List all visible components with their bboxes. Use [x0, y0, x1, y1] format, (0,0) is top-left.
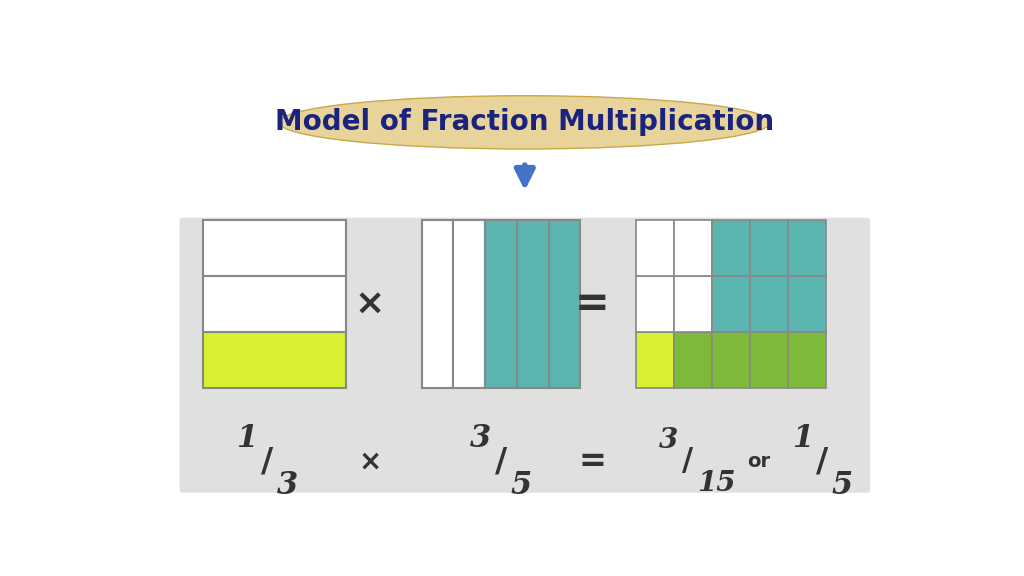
Text: /: /: [261, 445, 273, 478]
Text: =: =: [574, 283, 609, 325]
Bar: [485, 220, 517, 388]
Bar: [674, 220, 712, 276]
Bar: [751, 220, 788, 276]
Bar: [788, 276, 826, 332]
Text: 3: 3: [470, 423, 492, 454]
Bar: [674, 276, 712, 332]
Text: 5: 5: [511, 469, 531, 501]
Bar: [712, 276, 751, 332]
Bar: [204, 276, 346, 332]
Text: 3: 3: [658, 427, 678, 454]
Text: or: or: [748, 452, 770, 471]
Bar: [712, 332, 751, 388]
FancyBboxPatch shape: [179, 218, 870, 492]
Bar: [549, 220, 581, 388]
Bar: [788, 332, 826, 388]
Text: /: /: [682, 446, 693, 477]
Text: /: /: [495, 445, 507, 478]
Bar: [454, 220, 485, 388]
Text: 1: 1: [792, 423, 813, 454]
Bar: [751, 332, 788, 388]
Text: /: /: [816, 445, 828, 478]
Bar: [636, 220, 674, 276]
Text: 3: 3: [276, 469, 298, 501]
Text: ×: ×: [355, 287, 385, 321]
Text: =: =: [579, 445, 606, 478]
Text: Model of Fraction Multiplication: Model of Fraction Multiplication: [275, 108, 774, 137]
Bar: [517, 220, 549, 388]
Bar: [636, 332, 674, 388]
Ellipse shape: [279, 96, 771, 149]
Bar: [422, 220, 454, 388]
Bar: [636, 276, 674, 332]
Bar: [751, 276, 788, 332]
Bar: [204, 332, 346, 388]
Text: ×: ×: [358, 448, 382, 476]
Text: 15: 15: [697, 469, 735, 497]
Bar: [712, 220, 751, 276]
Text: 5: 5: [831, 469, 853, 501]
Bar: [674, 332, 712, 388]
Bar: [788, 220, 826, 276]
Text: 1: 1: [237, 423, 257, 454]
Bar: [204, 220, 346, 276]
